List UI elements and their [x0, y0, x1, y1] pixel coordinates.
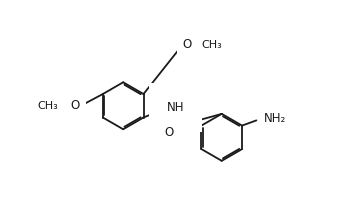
Text: O: O — [164, 126, 173, 139]
Text: NH: NH — [167, 101, 184, 114]
Text: O: O — [183, 39, 192, 51]
Text: NH₂: NH₂ — [264, 112, 286, 125]
Text: O: O — [71, 99, 80, 112]
Text: CH₃: CH₃ — [37, 101, 58, 111]
Text: CH₃: CH₃ — [201, 40, 222, 50]
